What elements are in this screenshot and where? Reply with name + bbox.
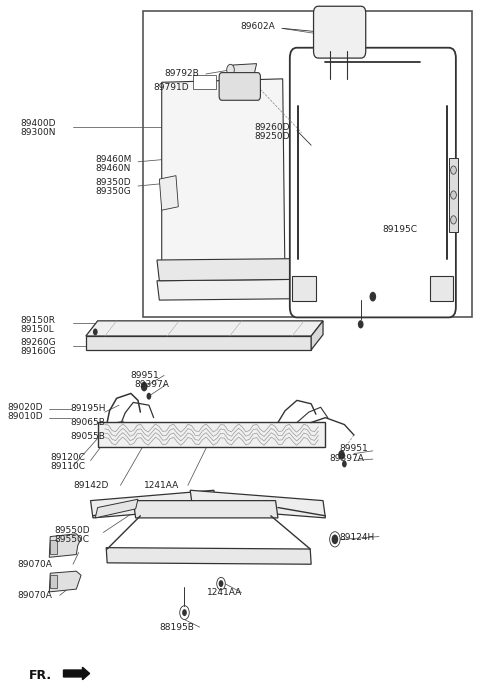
Text: 89951: 89951: [130, 371, 159, 380]
FancyBboxPatch shape: [313, 6, 366, 58]
Text: 89550C: 89550C: [54, 535, 89, 544]
Polygon shape: [230, 63, 257, 75]
Text: 89791D: 89791D: [154, 84, 189, 92]
Text: 89550D: 89550D: [54, 526, 90, 535]
Text: 89460N: 89460N: [96, 164, 131, 174]
Circle shape: [217, 577, 225, 590]
Polygon shape: [228, 75, 252, 89]
Text: 89397A: 89397A: [329, 454, 364, 463]
Circle shape: [246, 81, 253, 92]
Circle shape: [224, 81, 232, 92]
Text: 89124H: 89124H: [340, 533, 375, 542]
Text: 89150L: 89150L: [21, 325, 55, 335]
Text: 89010D: 89010D: [8, 412, 43, 421]
FancyBboxPatch shape: [219, 72, 261, 100]
Text: 89070A: 89070A: [17, 591, 52, 600]
Text: 89602A: 89602A: [240, 22, 275, 31]
Circle shape: [358, 320, 363, 328]
Polygon shape: [91, 490, 216, 518]
Text: 89070A: 89070A: [17, 560, 52, 569]
Text: 89397A: 89397A: [135, 380, 169, 389]
Polygon shape: [49, 534, 81, 558]
Polygon shape: [86, 321, 323, 336]
Text: 89055B: 89055B: [71, 432, 106, 441]
Polygon shape: [430, 276, 454, 302]
Circle shape: [219, 580, 223, 587]
Text: 89160G: 89160G: [21, 348, 57, 356]
Polygon shape: [159, 176, 179, 210]
Text: 89250D: 89250D: [254, 132, 290, 141]
Polygon shape: [106, 548, 311, 565]
Circle shape: [227, 64, 234, 75]
Text: 89951: 89951: [340, 444, 368, 453]
Circle shape: [370, 292, 376, 302]
Bar: [97, 422, 325, 447]
Polygon shape: [49, 571, 81, 592]
Circle shape: [93, 328, 97, 335]
Circle shape: [332, 535, 338, 544]
Text: 89150R: 89150R: [21, 316, 56, 325]
Text: 89460M: 89460M: [96, 155, 132, 164]
Polygon shape: [192, 75, 216, 89]
Polygon shape: [133, 500, 278, 518]
Text: 89142D: 89142D: [73, 481, 108, 490]
Polygon shape: [50, 540, 57, 554]
FancyArrow shape: [63, 667, 90, 680]
Polygon shape: [449, 158, 458, 232]
Circle shape: [330, 532, 340, 547]
Text: 89065B: 89065B: [71, 418, 106, 427]
Polygon shape: [162, 79, 285, 290]
Text: 89020D: 89020D: [8, 403, 43, 412]
Bar: [143, 11, 472, 317]
Text: 88195B: 88195B: [159, 622, 194, 631]
Circle shape: [141, 382, 147, 392]
Circle shape: [451, 166, 456, 174]
Text: 1241AA: 1241AA: [207, 588, 242, 597]
Polygon shape: [50, 574, 57, 588]
Circle shape: [338, 450, 345, 460]
FancyBboxPatch shape: [290, 47, 456, 317]
Text: 89350D: 89350D: [96, 178, 131, 187]
Text: 89260G: 89260G: [21, 339, 57, 348]
Text: 89350G: 89350G: [96, 187, 131, 196]
Polygon shape: [190, 490, 325, 518]
Polygon shape: [311, 321, 323, 350]
Text: 89792B: 89792B: [164, 70, 199, 79]
Text: 89120C: 89120C: [50, 453, 85, 462]
Text: 89110C: 89110C: [50, 462, 85, 471]
Circle shape: [451, 216, 456, 224]
Text: 89260D: 89260D: [254, 123, 290, 132]
Polygon shape: [292, 276, 316, 302]
Polygon shape: [96, 499, 138, 518]
Text: 89195H: 89195H: [71, 404, 106, 413]
Text: FR.: FR.: [29, 669, 52, 682]
Polygon shape: [157, 259, 300, 281]
Circle shape: [180, 606, 189, 620]
Text: 89300N: 89300N: [21, 128, 56, 137]
Text: 89195C: 89195C: [383, 225, 417, 234]
Circle shape: [182, 609, 187, 616]
Circle shape: [342, 461, 347, 468]
Polygon shape: [86, 336, 311, 350]
Text: 1241AA: 1241AA: [144, 481, 180, 490]
Circle shape: [451, 191, 456, 199]
Circle shape: [146, 392, 151, 399]
Text: 89400D: 89400D: [21, 119, 56, 128]
Polygon shape: [157, 279, 300, 300]
